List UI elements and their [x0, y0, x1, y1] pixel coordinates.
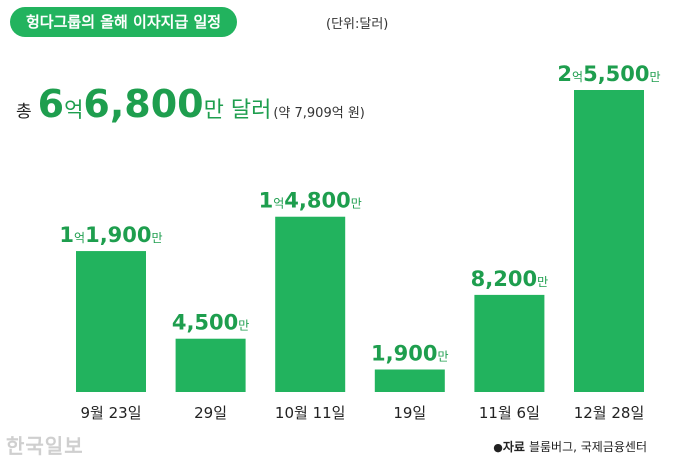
source-bullet-icon: ● [493, 441, 503, 454]
bar-5 [474, 294, 545, 392]
source-note: ●자료 블룸버그, 국제금융센터 [493, 438, 647, 455]
total-suffix: 만 달러 [203, 98, 272, 123]
bar-1 [76, 251, 146, 392]
source-text: 블룸버그, 국제금융센터 [528, 440, 647, 454]
total-amount: 총 6억6,800만 달러 (약 7,909억 원) [16, 82, 365, 126]
total-big-2: 6,800 [83, 82, 204, 126]
watermark-logo: 한국일보 [6, 434, 84, 458]
total-note: (약 7,909억 원) [273, 106, 365, 121]
bar-2 [175, 338, 246, 392]
bar-value-label-1: 1억1,900만 [59, 223, 162, 247]
bar-value-label-3: 1억4,800만 [259, 189, 362, 213]
bar-4 [374, 369, 445, 392]
category-label-2: 29일 [194, 404, 227, 422]
category-label-5: 11월 6일 [479, 404, 540, 422]
source-label: 자료 [502, 440, 525, 454]
category-label-4: 19일 [393, 404, 426, 422]
total-small-1: 억 [64, 98, 84, 122]
total-prefix: 총 [16, 102, 32, 122]
category-label-6: 12월 28일 [574, 404, 645, 422]
category-label-1: 9월 23일 [81, 404, 142, 422]
bar-6 [574, 90, 644, 392]
bar-value-label-6: 2억5,500만 [557, 62, 660, 86]
bar-3 [275, 216, 346, 392]
bar-value-label-5: 8,200만 [471, 267, 548, 291]
bar-value-label-2: 4,500만 [172, 311, 249, 335]
category-label-3: 10월 11일 [275, 404, 346, 422]
unit-note: (단위:달러) [326, 17, 389, 32]
chart-title: 헝다그룹의 올해 이자지급 일정 [10, 7, 238, 37]
bar-value-label-4: 1,900만 [371, 341, 448, 365]
total-big-1: 6 [37, 82, 65, 126]
